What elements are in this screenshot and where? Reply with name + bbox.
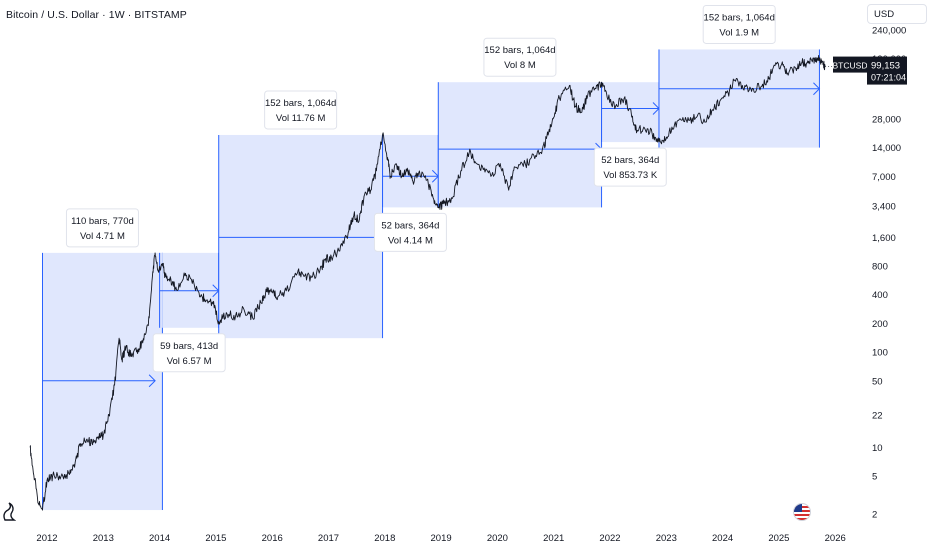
y-tick-label: 240,000	[872, 26, 906, 37]
x-tick-label: 2015	[205, 533, 226, 544]
y-tick-label: 3,400	[872, 202, 896, 213]
price-series	[29, 55, 826, 511]
range-label-3: 52 bars, 364d Vol 4.14 M	[373, 212, 447, 252]
last-price-value: 99,153	[871, 61, 900, 72]
x-tick-label: 2014	[149, 533, 170, 544]
range-label-box	[373, 212, 447, 252]
range-label-bars: 152 bars, 1,064d	[484, 45, 555, 56]
y-tick-label: 22	[872, 410, 883, 421]
range-arrow-head-6	[813, 82, 821, 96]
range-label-0: 110 bars, 770d Vol 4.71 M	[65, 208, 139, 248]
x-tick-label: 2017	[318, 533, 339, 544]
range-label-bars: 152 bars, 1,064d	[265, 98, 336, 109]
range-box-6	[658, 49, 820, 148]
y-tick-label: 2	[872, 510, 877, 521]
y-tick-label: 50	[872, 376, 883, 387]
range-label-box	[152, 333, 226, 373]
range-label-vol: Vol 6.57 M	[167, 356, 212, 367]
x-tick-label: 2016	[262, 533, 283, 544]
range-box-2	[218, 134, 383, 339]
y-tick-label: 7,000	[872, 172, 896, 183]
range-label-bars: 52 bars, 364d	[601, 155, 659, 166]
range-label-bars: 110 bars, 770d	[71, 216, 134, 227]
y-tick-label: 200	[872, 319, 888, 330]
y-tick-label: 28,000	[872, 114, 901, 125]
range-label-bars: 52 bars, 364d	[381, 220, 439, 231]
x-tick-label: 2020	[487, 533, 508, 544]
range-label-vol: Vol 4.71 M	[80, 231, 125, 242]
x-tick-label: 2025	[768, 533, 789, 544]
range-label-box	[483, 37, 557, 77]
y-tick-label: 14,000	[872, 143, 901, 154]
range-label-box	[702, 4, 776, 44]
range-label-bars: 152 bars, 1,064d	[704, 12, 775, 23]
range-label-5: 52 bars, 364d Vol 853.73 K	[593, 147, 667, 187]
range-label-2: 152 bars, 1,064d Vol 11.76 M	[264, 90, 338, 130]
range-arrow-head-0	[148, 374, 156, 388]
currency-selector[interactable]: USD	[867, 4, 927, 24]
bar-countdown: 07:21:04	[871, 73, 906, 83]
x-tick-label: 2012	[36, 533, 57, 544]
us-flag-icon[interactable]	[793, 503, 811, 521]
tradingview-logo-icon[interactable]	[2, 500, 16, 522]
y-tick-label: 800	[872, 262, 888, 273]
range-box-0	[42, 252, 163, 511]
y-tick-label: 5	[872, 472, 877, 483]
range-label-vol: Vol 853.73 K	[603, 170, 658, 181]
y-tick-label: 400	[872, 290, 888, 301]
range-box-4	[438, 82, 602, 208]
x-tick-label: 2021	[543, 533, 564, 544]
date-range-boxes	[41, 49, 821, 511]
price-line	[29, 55, 826, 511]
time-axis[interactable]: 2012 2013 2014 2015 2016 2017 2018 2019 2020 2021…	[36, 533, 845, 544]
y-tick-label: 10	[872, 443, 883, 454]
range-label-box	[264, 90, 338, 130]
range-label-vol: Vol 1.9 M	[719, 27, 759, 38]
range-label-vol: Vol 4.14 M	[388, 235, 433, 246]
range-label-box	[593, 147, 667, 187]
x-tick-label: 2023	[656, 533, 677, 544]
chart-title: Bitcoin / U.S. Dollar · 1W · BITSTAMP	[6, 9, 187, 21]
range-label-1: 59 bars, 413d Vol 6.57 M	[152, 333, 226, 373]
range-label-4: 152 bars, 1,064d Vol 8 M	[483, 37, 557, 77]
range-box-3	[382, 134, 439, 208]
range-label-vol: Vol 8 M	[504, 60, 536, 71]
symbol-tag: BTCUSD	[833, 61, 868, 71]
x-tick-label: 2018	[374, 533, 395, 544]
last-price-tag-bg	[867, 56, 907, 85]
range-label-box	[65, 208, 139, 248]
symbol-tag-bg	[833, 56, 867, 73]
range-label-bars: 59 bars, 413d	[160, 341, 218, 352]
x-tick-label: 2026	[825, 533, 846, 544]
y-tick-label: 1,600	[872, 233, 896, 244]
x-tick-label: 2013	[93, 533, 114, 544]
range-label-6: 152 bars, 1,064d Vol 1.9 M	[702, 4, 776, 44]
range-label-vol: Vol 11.76 M	[276, 113, 326, 124]
y-tick-label: 100	[872, 348, 888, 359]
price-axis[interactable]: 240,000120,00028,00014,0007,0003,4001,60…	[872, 26, 906, 521]
x-tick-label: 2022	[599, 533, 620, 544]
x-tick-label: 2024	[712, 533, 733, 544]
range-labels: 110 bars, 770d Vol 4.71 M 59 bars, 413d Vol…	[65, 4, 776, 373]
range-box-5	[601, 82, 659, 143]
x-tick-label: 2019	[431, 533, 452, 544]
